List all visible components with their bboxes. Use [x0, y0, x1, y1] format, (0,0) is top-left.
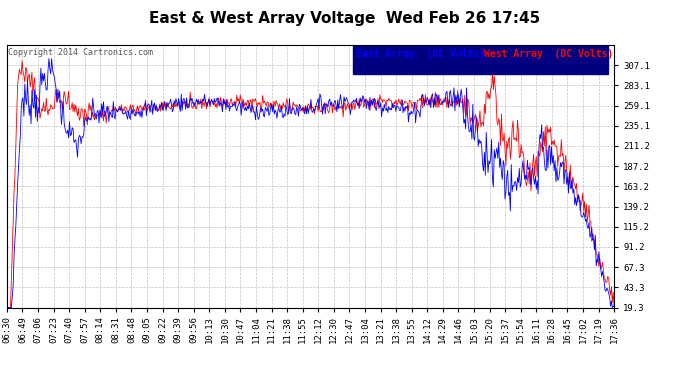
Text: East & West Array Voltage  Wed Feb 26 17:45: East & West Array Voltage Wed Feb 26 17:… [149, 11, 541, 26]
Text: Copyright 2014 Cartronics.com: Copyright 2014 Cartronics.com [8, 48, 152, 57]
Text: West Array  (DC Volts): West Array (DC Volts) [484, 49, 613, 59]
Text: East Array  (DC Volts): East Array (DC Volts) [356, 49, 485, 59]
FancyBboxPatch shape [353, 46, 608, 74]
